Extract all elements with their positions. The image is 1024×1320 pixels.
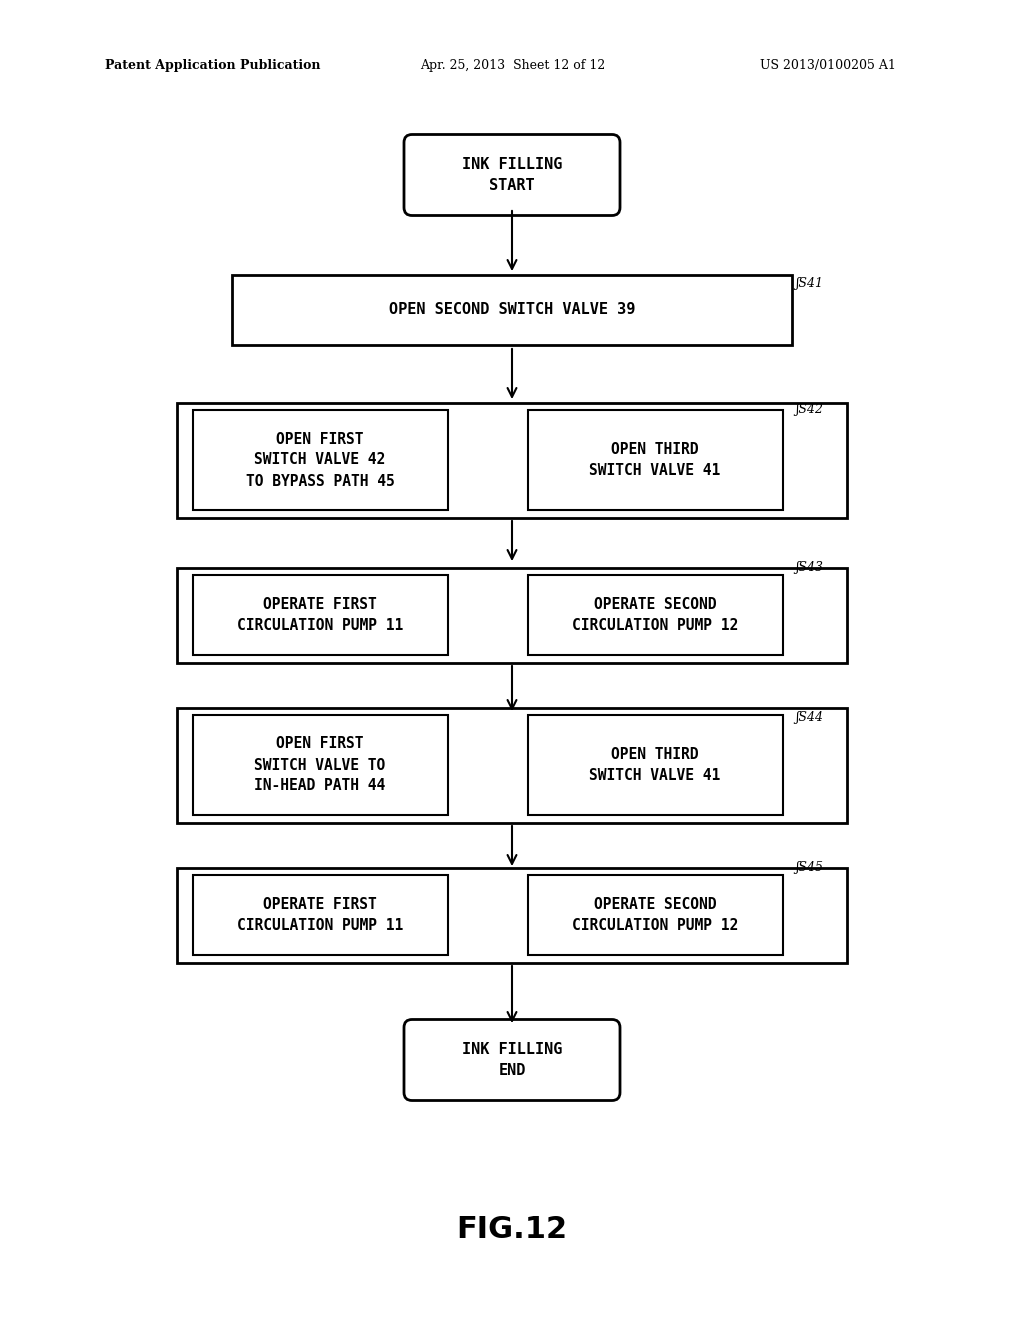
Text: ʃS42: ʃS42	[795, 404, 823, 417]
Text: ʃS44: ʃS44	[795, 711, 823, 725]
Text: OPERATE SECOND
CIRCULATION PUMP 12: OPERATE SECOND CIRCULATION PUMP 12	[571, 597, 738, 634]
Bar	[177, 867, 847, 962]
Bar	[177, 403, 847, 517]
Text: OPEN THIRD
SWITCH VALVE 41: OPEN THIRD SWITCH VALVE 41	[590, 747, 721, 783]
Text: Apr. 25, 2013  Sheet 12 of 12: Apr. 25, 2013 Sheet 12 of 12	[420, 58, 605, 71]
Text: ʃS43: ʃS43	[795, 561, 823, 574]
Bar	[193, 875, 447, 954]
Text: OPEN FIRST
SWITCH VALVE 42
TO BYPASS PATH 45: OPEN FIRST SWITCH VALVE 42 TO BYPASS PAT…	[246, 432, 394, 488]
Bar	[193, 411, 447, 510]
Text: FIG.12: FIG.12	[457, 1216, 567, 1245]
Text: US 2013/0100205 A1: US 2013/0100205 A1	[760, 58, 896, 71]
Text: OPERATE SECOND
CIRCULATION PUMP 12: OPERATE SECOND CIRCULATION PUMP 12	[571, 898, 738, 933]
Text: OPEN THIRD
SWITCH VALVE 41: OPEN THIRD SWITCH VALVE 41	[590, 442, 721, 478]
Text: OPERATE FIRST
CIRCULATION PUMP 11: OPERATE FIRST CIRCULATION PUMP 11	[237, 898, 403, 933]
Bar	[177, 568, 847, 663]
Text: INK FILLING
END: INK FILLING END	[462, 1041, 562, 1078]
Bar	[527, 875, 782, 954]
Bar	[527, 411, 782, 510]
Text: OPERATE FIRST
CIRCULATION PUMP 11: OPERATE FIRST CIRCULATION PUMP 11	[237, 597, 403, 634]
Bar	[193, 576, 447, 655]
Bar	[232, 275, 792, 345]
FancyBboxPatch shape	[404, 1019, 620, 1101]
Bar	[527, 576, 782, 655]
Text: OPEN SECOND SWITCH VALVE 39: OPEN SECOND SWITCH VALVE 39	[389, 302, 635, 318]
Text: INK FILLING
START: INK FILLING START	[462, 157, 562, 193]
Text: Patent Application Publication: Patent Application Publication	[105, 58, 321, 71]
Text: ʃS45: ʃS45	[795, 862, 823, 874]
Bar	[177, 708, 847, 822]
Bar	[193, 715, 447, 814]
Text: OPEN FIRST
SWITCH VALVE TO
IN-HEAD PATH 44: OPEN FIRST SWITCH VALVE TO IN-HEAD PATH …	[254, 737, 386, 793]
FancyBboxPatch shape	[404, 135, 620, 215]
Text: ʃS41: ʃS41	[795, 276, 823, 289]
Bar	[527, 715, 782, 814]
